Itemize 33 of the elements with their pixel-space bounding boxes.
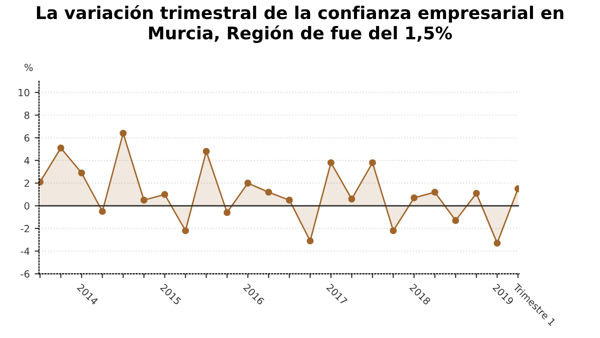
y-axis-title: % xyxy=(24,64,33,72)
chart-title: La variación trimestral de la confianza empresarial en Murcia, Región de fue del 1,5% xyxy=(36,5,564,43)
point xyxy=(390,227,397,234)
point xyxy=(452,217,460,224)
y-tick-label: 2 xyxy=(24,180,29,187)
y-tick-label: -2 xyxy=(20,224,29,232)
point xyxy=(120,130,127,137)
point xyxy=(140,196,148,204)
y-tick-label: 6 xyxy=(24,134,30,142)
point xyxy=(224,209,231,216)
y-tick-label: 8 xyxy=(24,112,30,119)
point xyxy=(265,188,272,196)
point xyxy=(306,237,314,244)
point xyxy=(161,190,168,198)
point xyxy=(202,148,210,155)
point xyxy=(286,196,293,204)
point xyxy=(98,208,106,215)
point xyxy=(431,188,438,196)
point xyxy=(244,180,252,187)
y-tick-label: -4 xyxy=(20,248,30,255)
point xyxy=(182,227,189,234)
point xyxy=(410,194,418,202)
point xyxy=(348,196,356,202)
point xyxy=(57,144,64,152)
point xyxy=(494,240,501,247)
point xyxy=(78,169,86,176)
y-tick-label: 0 xyxy=(24,202,30,210)
y-tick-label: 4 xyxy=(24,157,30,164)
point xyxy=(369,159,376,166)
point xyxy=(472,190,480,197)
point xyxy=(327,159,334,166)
y-tick-label: 10 xyxy=(18,88,30,96)
y-tick-label: -6 xyxy=(20,270,30,278)
